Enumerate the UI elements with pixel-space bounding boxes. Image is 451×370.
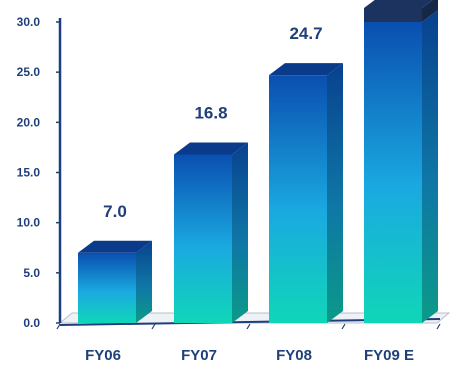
data-label: 16.8 [194, 103, 227, 122]
bar-overflow-band [364, 8, 422, 22]
bar-top [78, 240, 152, 253]
x-tick-mark [151, 323, 156, 330]
x-tick-label: FY07 [181, 347, 217, 364]
data-label: 24.7 [289, 24, 322, 43]
bar [269, 75, 327, 323]
x-tick-mark [246, 323, 251, 330]
x-tick-label: FY06 [85, 347, 121, 364]
bar [364, 22, 422, 323]
data-label: 7.0 [103, 202, 127, 221]
bar-overflow-side [422, 0, 438, 22]
y-tick-label: 30.0 [17, 15, 41, 29]
bar [174, 154, 232, 323]
bar-side [232, 142, 248, 323]
plot-area: 0.0 5.0 10.0 15.0 20.0 25.0 30.0 7.0 FY06 16.8 FY0… [17, 0, 451, 364]
x-tick-label: FY08 [276, 347, 312, 364]
y-tick-label: 25.0 [17, 65, 41, 79]
bar-side [327, 63, 343, 323]
x-tick-mark [341, 323, 346, 330]
bar-top [364, 0, 433, 8]
y-tick-label: 15.0 [17, 166, 41, 180]
y-tick-label: 10.0 [17, 216, 41, 230]
y-tick-label: 0.0 [23, 316, 40, 330]
bar-top [174, 142, 248, 155]
x-tick-mark [436, 323, 441, 330]
y-tick-label: 5.0 [23, 266, 40, 280]
bar [78, 252, 136, 323]
bar-top [269, 63, 343, 76]
y-tick-label: 20.0 [17, 115, 41, 129]
bar-side [422, 10, 438, 323]
x-tick-mark [56, 323, 61, 330]
bar-side [136, 240, 152, 323]
x-tick-label: FY09 E [364, 347, 414, 364]
